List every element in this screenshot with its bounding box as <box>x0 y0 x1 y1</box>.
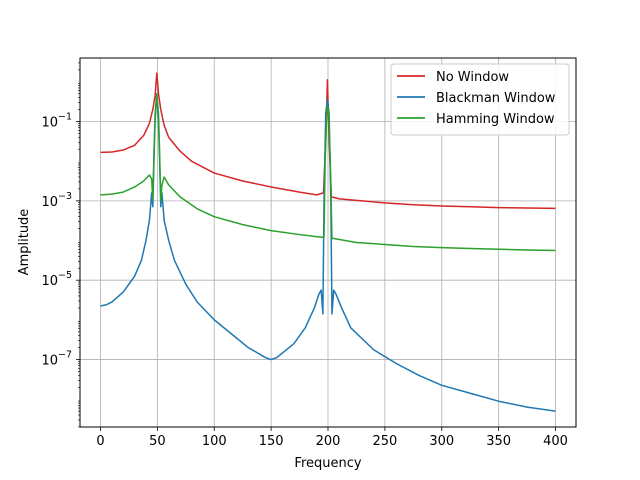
x-tick-label: 100 <box>202 434 227 449</box>
x-tick-label: 250 <box>372 434 397 449</box>
series-line-2 <box>100 92 556 252</box>
legend-label: Blackman Window <box>436 91 556 106</box>
series-line-0 <box>100 72 556 210</box>
x-tick-label: 300 <box>429 434 454 449</box>
legend-box <box>390 63 570 136</box>
x-tick-label: 350 <box>486 434 511 449</box>
series-layer <box>100 72 556 412</box>
y-tick-label: 10−5 <box>41 270 72 289</box>
x-tick-label: 0 <box>96 434 104 449</box>
x-tick-label: 200 <box>316 434 341 449</box>
y-axis-label: Amplitude <box>17 209 32 276</box>
x-axis-label: Frequency <box>294 456 361 471</box>
y-tick-label: 10−7 <box>41 350 72 369</box>
y-tick-label: 10−3 <box>41 191 72 210</box>
legend-label: No Window <box>436 70 509 85</box>
legend: No Window Blackman Window Hamming Window <box>390 63 570 136</box>
y-tick-label: 10−1 <box>41 111 72 130</box>
legend-label: Hamming Window <box>436 112 555 127</box>
y-axis: 10−7 10−5 10−3 10−1 <box>41 62 80 428</box>
x-tick-label: 150 <box>259 434 284 449</box>
x-tick-label: 50 <box>149 434 166 449</box>
x-tick-label: 400 <box>543 434 568 449</box>
x-axis: 0 50 100 150 200 250 300 350 400 <box>96 427 568 449</box>
